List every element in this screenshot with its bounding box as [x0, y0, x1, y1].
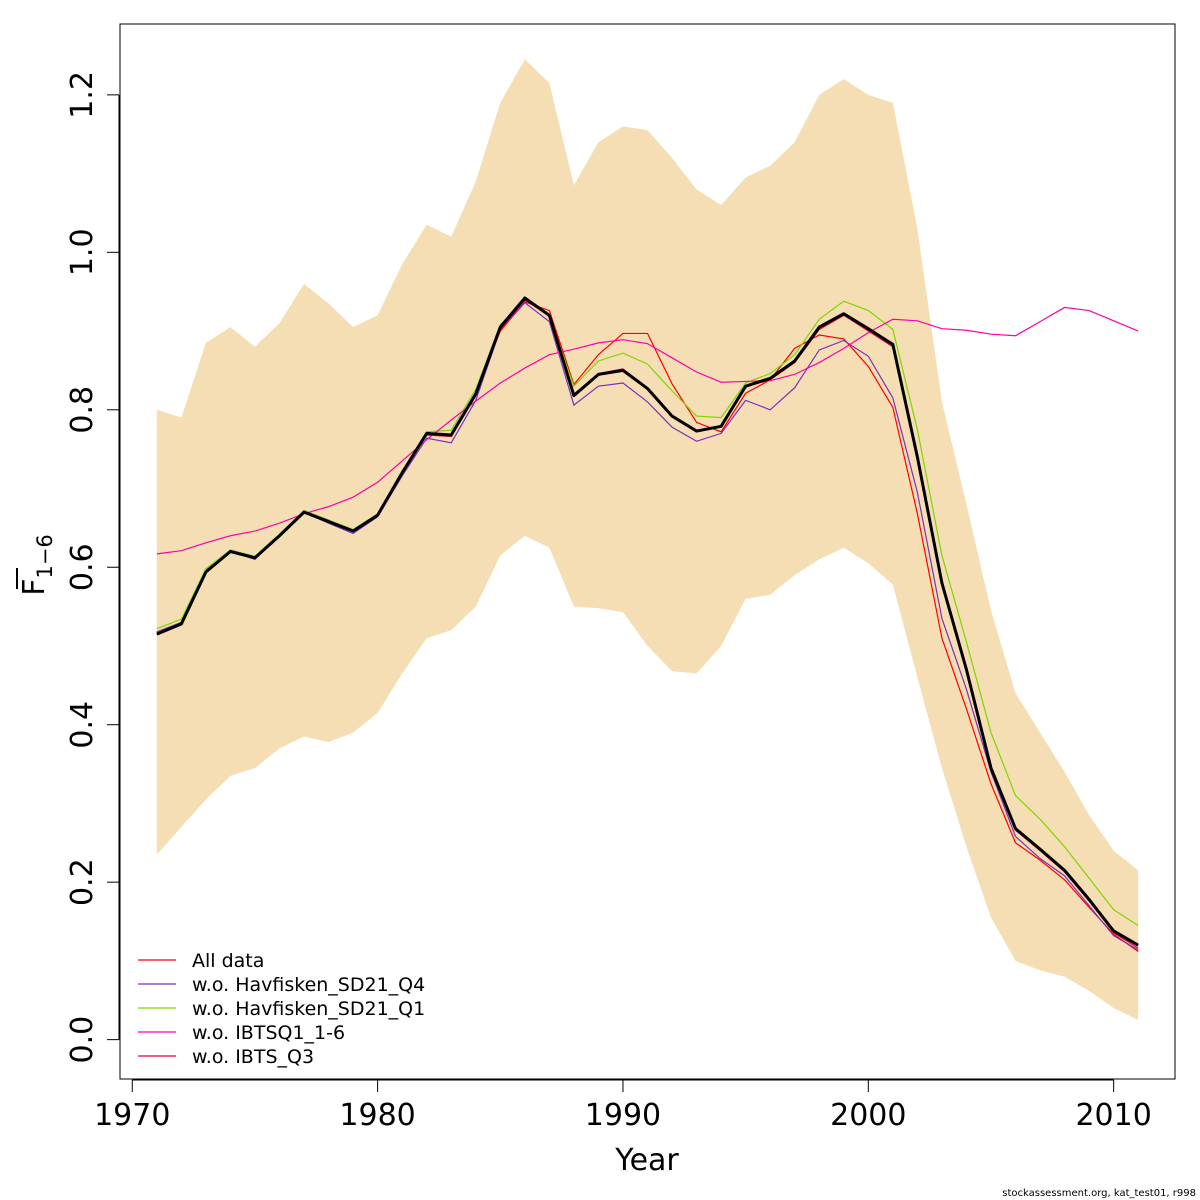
y-tick-label-0.4: 0.4 [65, 701, 100, 749]
y-tick-label-0.2: 0.2 [65, 858, 100, 906]
y-tick-label-0.6: 0.6 [65, 543, 100, 591]
y-tick-label-1.0: 1.0 [65, 228, 100, 276]
y-tick-label-1.2: 1.2 [65, 71, 100, 119]
y-axis-title-main: F [17, 579, 52, 596]
legend-label-3: w.o. Havfisken_SD21_Q1 [192, 998, 425, 1020]
y-tick-label-0.0: 0.0 [65, 1016, 100, 1064]
y-axis-title-subscript: 1−6 [33, 534, 57, 578]
x-tick-label-2000: 2000 [830, 1098, 906, 1133]
confidence-band [156, 59, 1139, 1020]
x-tick-label-2010: 2010 [1075, 1098, 1151, 1133]
svg-text:F1−6: F1−6 [17, 534, 57, 596]
plot-frame [119, 23, 1176, 1080]
legend-label-5: w.o. IBTS_Q3 [192, 1046, 314, 1068]
main-estimate-layer [156, 296, 1139, 947]
y-axis: 0.0 0.2 0.4 0.6 0.8 1.0 1.2 [65, 71, 120, 1064]
x-tick-label-1990: 1990 [585, 1098, 661, 1133]
legend-label-4: w.o. IBTSQ1_1-6 [192, 1022, 345, 1044]
y-tick-label-0.8: 0.8 [65, 386, 100, 434]
x-tick-label-1980: 1980 [339, 1098, 415, 1133]
series-line-4 [156, 306, 1139, 555]
main-estimate-line [156, 296, 1139, 947]
credit-text: stockassessment.org, kat_test01, r998 [1002, 1188, 1196, 1199]
x-tick-label-1970: 1970 [94, 1098, 170, 1133]
confidence-band-layer [156, 59, 1139, 1020]
x-axis: 1970 1980 1990 2000 2010 [94, 1079, 1152, 1133]
y-axis-title: F1−6 [16, 534, 57, 596]
legend-label-1: All data [192, 950, 264, 972]
legend-label-2: w.o. Havfisken_SD21_Q4 [192, 974, 425, 996]
x-axis-title: Year [614, 1143, 679, 1178]
